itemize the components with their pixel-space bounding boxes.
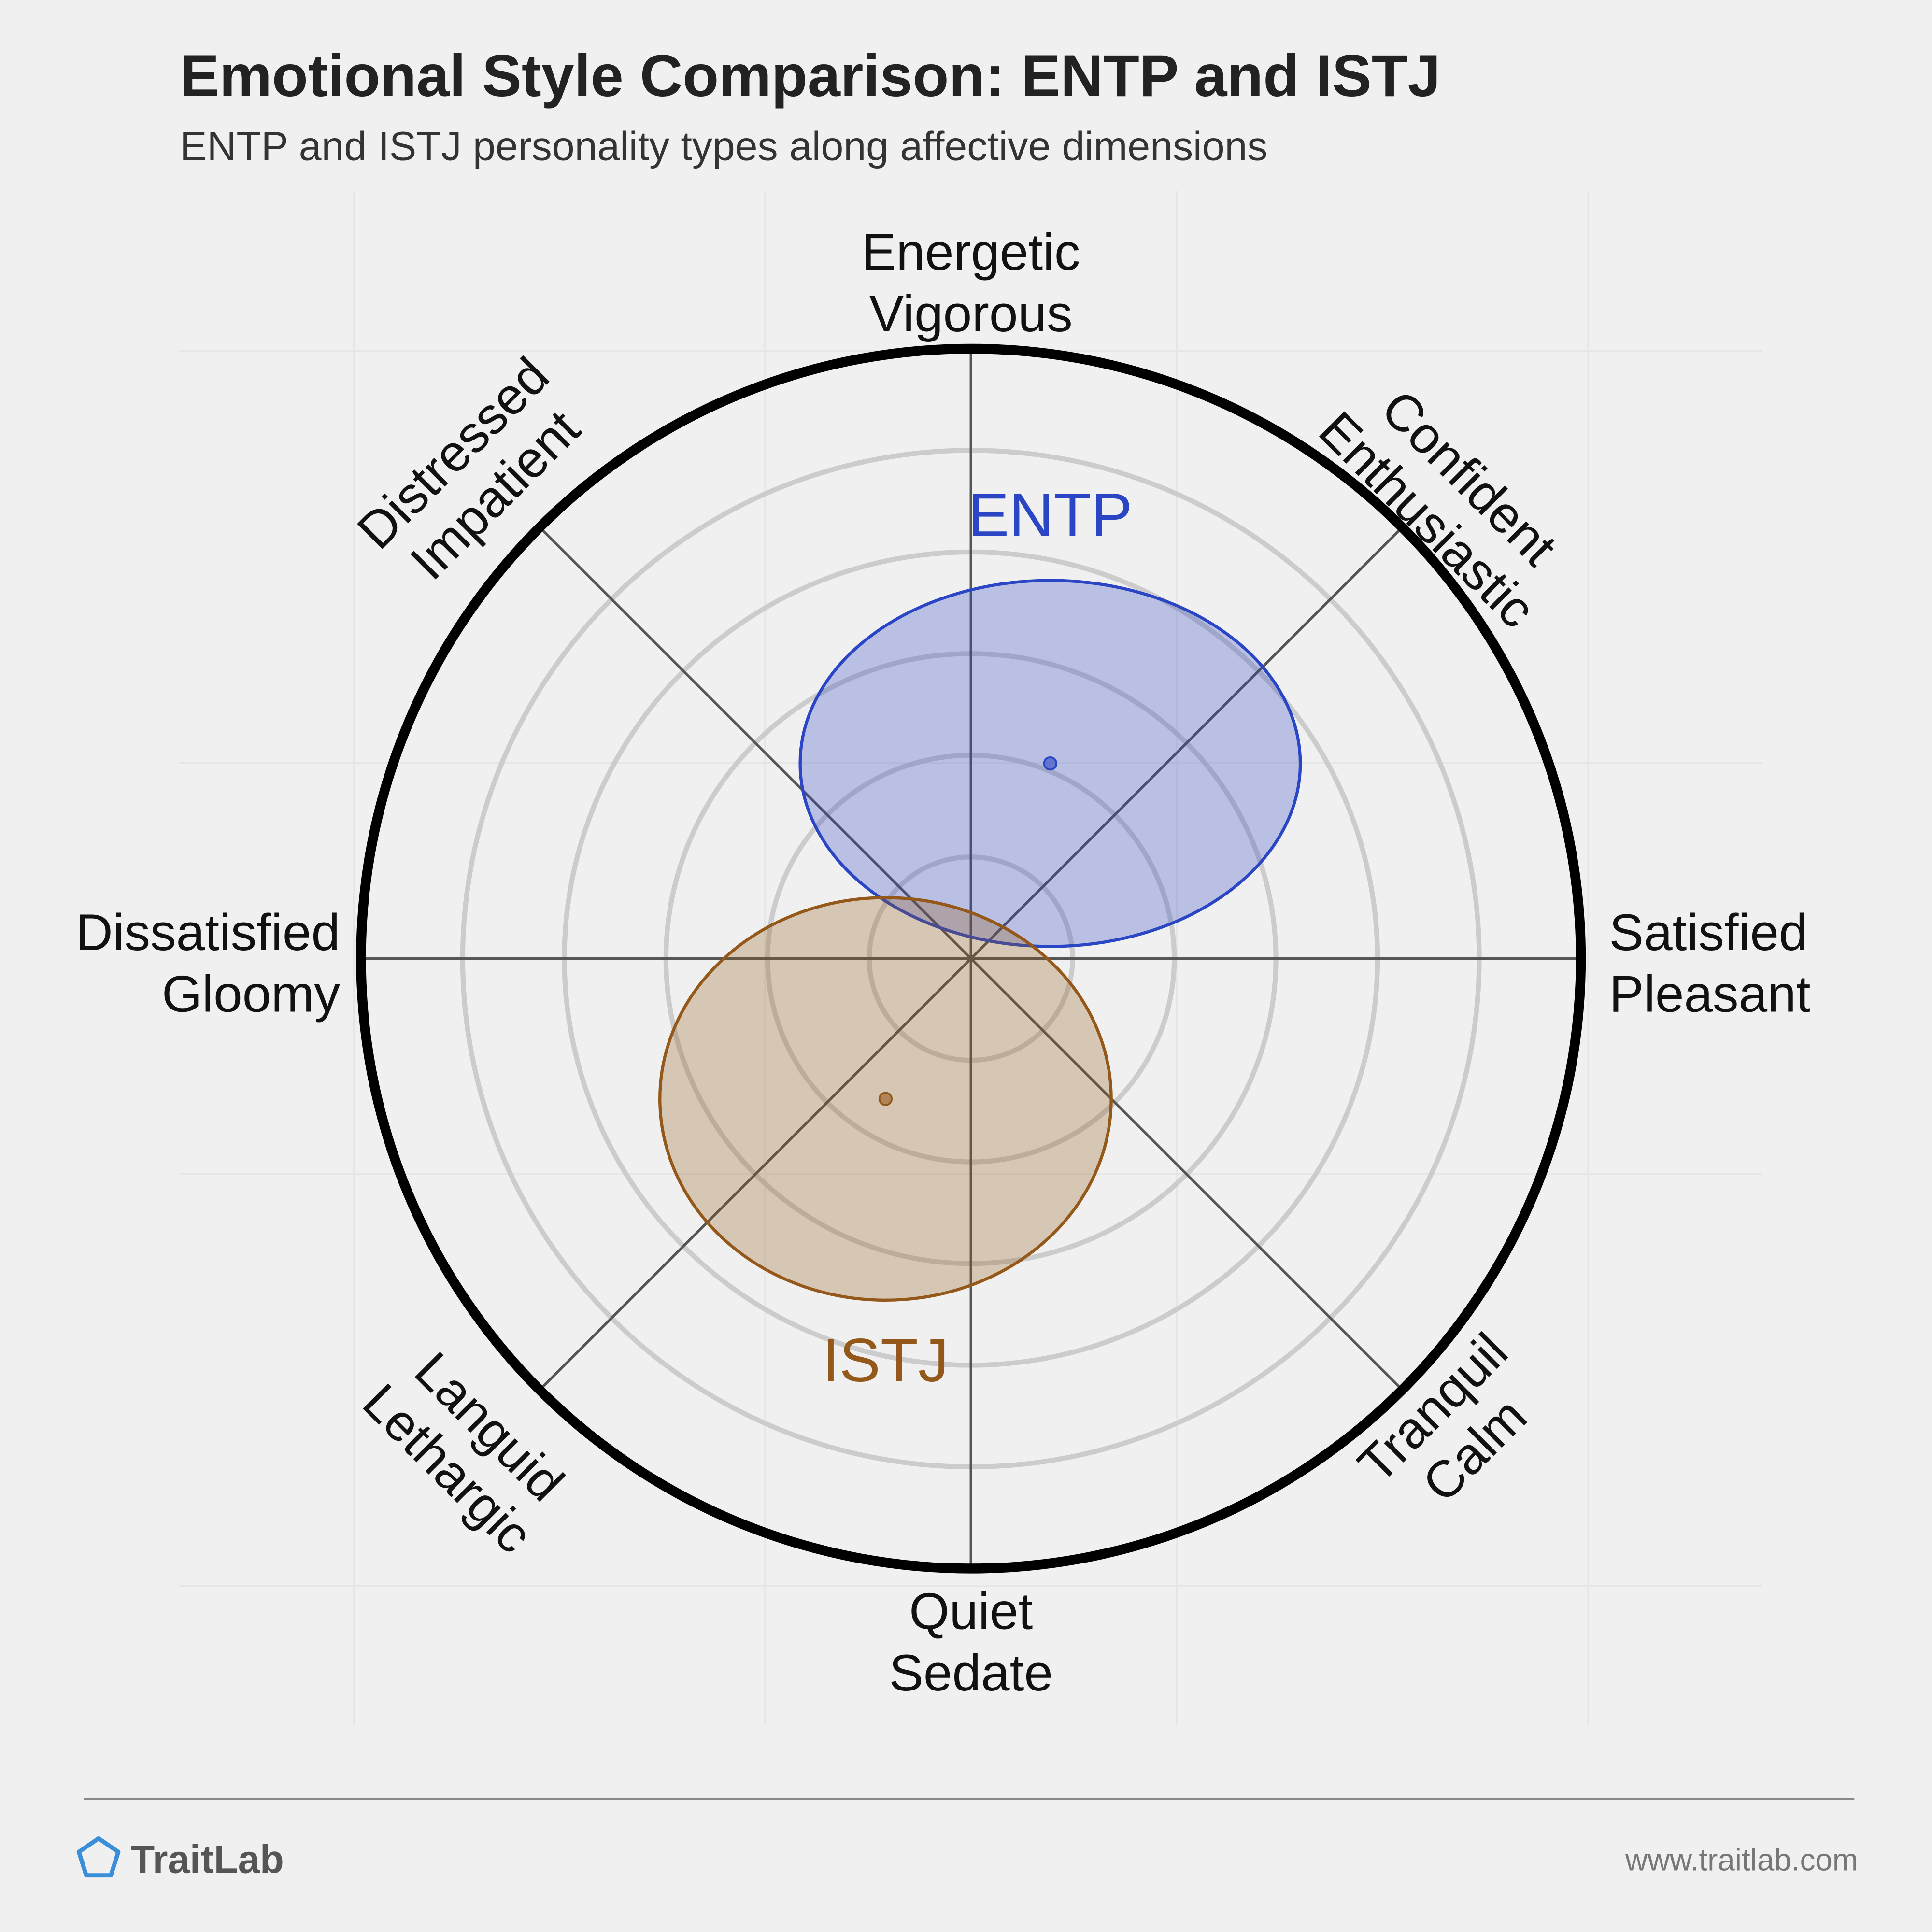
axis-label-line: Vigorous: [869, 284, 1073, 342]
type-label: ISTJ: [822, 1326, 949, 1395]
type-label: ENTP: [968, 481, 1132, 550]
spoke: [539, 526, 1403, 1391]
axis-label-line: Gloomy: [162, 965, 341, 1023]
axis-label-line: Dissatisfied: [75, 903, 340, 961]
axis-label-line: Quiet: [909, 1582, 1033, 1640]
url: www.traitlab.com: [1625, 1842, 1858, 1877]
chart-title: Emotional Style Comparison: ENTP and IST…: [180, 43, 1440, 109]
axis-label-line: Sedate: [889, 1644, 1053, 1702]
type-center: [1043, 756, 1058, 771]
axis-label-line: Pleasant: [1609, 965, 1811, 1023]
axis-label-line: Energetic: [862, 223, 1080, 281]
type-center: [878, 1092, 893, 1106]
outer-ring: [356, 343, 1586, 1574]
axis-label-line: Satisfied: [1609, 903, 1808, 961]
chart-subtitle: ENTP and ISTJ personality types along af…: [180, 124, 1267, 169]
logo-icon: [76, 1836, 121, 1878]
brand: TraitLab: [130, 1838, 284, 1882]
